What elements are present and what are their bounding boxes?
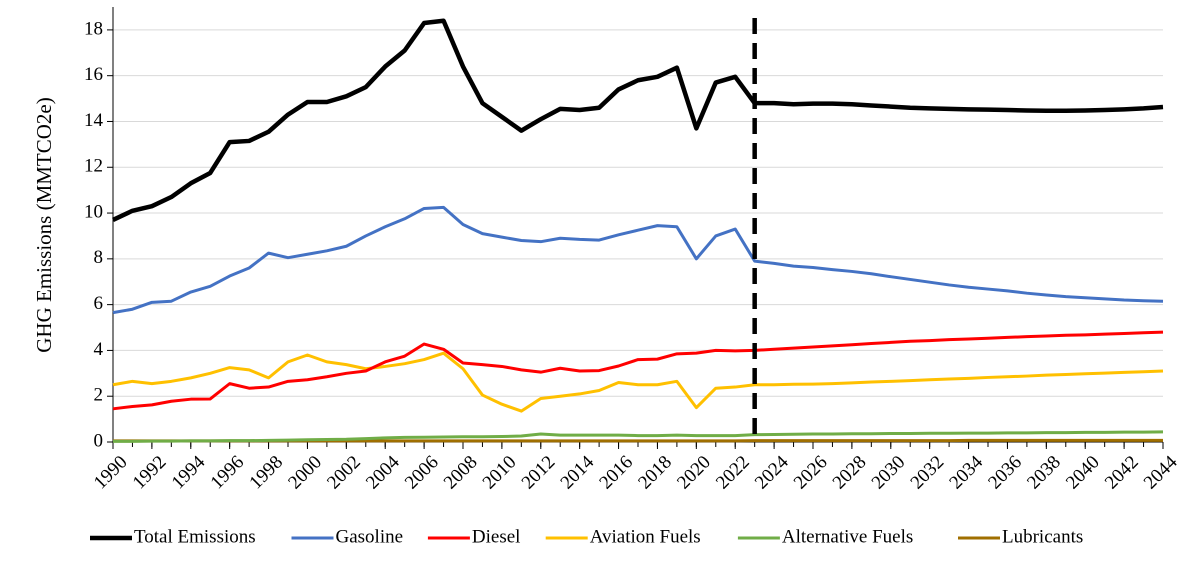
x-tick-label: 1992 <box>129 452 171 494</box>
x-tick-label: 2028 <box>829 452 871 494</box>
x-tick-label: 1990 <box>90 452 132 494</box>
x-tick-label: 2040 <box>1062 452 1104 494</box>
legend-label: Alternative Fuels <box>782 526 913 547</box>
y-tick-label: 14 <box>84 110 104 131</box>
series-line <box>112 18 1164 222</box>
series-line <box>112 351 1164 413</box>
x-tick-label: 2022 <box>712 452 754 494</box>
series-line <box>113 430 1164 443</box>
x-tick-label: 2024 <box>751 451 793 493</box>
y-tick-label: 6 <box>94 293 104 314</box>
legend-label: Lubricants <box>1002 526 1083 547</box>
legend-label: Gasoline <box>336 526 404 547</box>
legend-label: Diesel <box>472 526 521 547</box>
legend-label: Aviation Fuels <box>590 526 701 547</box>
x-tick-label: 2006 <box>401 452 443 494</box>
x-tick-label: 1998 <box>245 452 287 494</box>
x-tick-label: 2042 <box>1101 452 1143 494</box>
series-line <box>112 205 1164 315</box>
x-tick-label: 1994 <box>168 451 210 493</box>
x-tick-label: 2032 <box>907 452 949 494</box>
x-tick-label: 2012 <box>518 452 560 494</box>
y-tick-label: 0 <box>94 430 104 451</box>
x-tick-label: 2034 <box>945 451 987 493</box>
x-tick-label: 2010 <box>479 452 521 494</box>
x-tick-label: 2008 <box>440 452 482 494</box>
y-tick-label: 18 <box>84 18 103 39</box>
x-tick-label: 2020 <box>673 452 715 494</box>
y-tick-label: 8 <box>94 247 104 268</box>
x-tick-label: 2014 <box>557 451 599 493</box>
y-tick-label: 4 <box>94 339 104 360</box>
x-tick-label: 2036 <box>984 452 1026 494</box>
y-axis-label: GHG Emissions (MMTCO2e) <box>32 97 56 353</box>
y-tick-label: 16 <box>84 64 103 85</box>
x-tick-label: 2030 <box>868 452 910 494</box>
x-tick-label: 2000 <box>284 452 326 494</box>
x-tick-label: 2026 <box>790 452 832 494</box>
x-tick-label: 2018 <box>634 452 676 494</box>
x-tick-label: 2016 <box>595 452 637 494</box>
x-tick-label: 2044 <box>1140 451 1182 493</box>
legend-label: Total Emissions <box>134 526 256 547</box>
x-tick-label: 2004 <box>362 451 404 493</box>
series-line <box>112 330 1164 411</box>
x-tick-label: 1996 <box>207 452 249 494</box>
y-tick-label: 12 <box>84 156 103 177</box>
x-tick-label: 2038 <box>1023 452 1065 494</box>
y-tick-label: 2 <box>94 385 104 406</box>
y-tick-label: 10 <box>84 201 103 222</box>
x-tick-label: 2002 <box>323 452 365 494</box>
